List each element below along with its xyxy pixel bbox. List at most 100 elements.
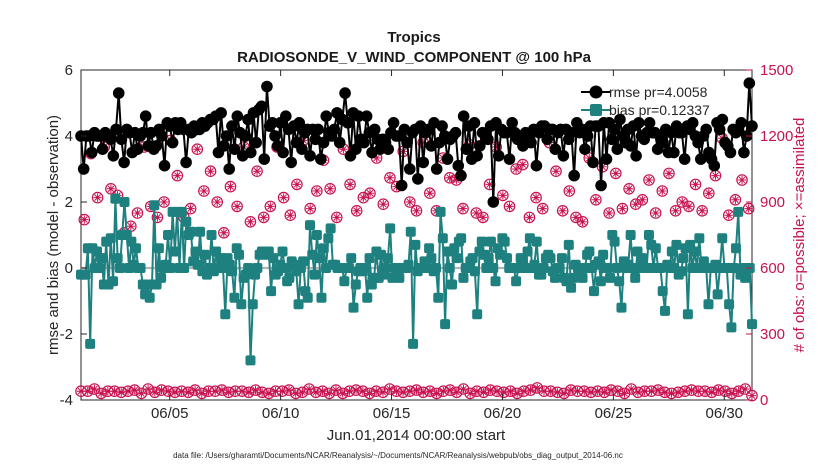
rmse-point xyxy=(587,156,599,169)
rmse-point xyxy=(139,110,152,122)
rmse-point xyxy=(158,159,171,172)
obs-possible-point xyxy=(218,227,230,239)
bias-point xyxy=(451,253,462,264)
obs-possible-marker xyxy=(251,165,263,177)
rmse-point xyxy=(738,146,750,159)
bias-point xyxy=(556,253,567,264)
obs-assimilated-marker xyxy=(264,389,274,398)
rmse-point xyxy=(581,130,594,142)
obs-assimilated-point xyxy=(652,384,664,396)
obs-assimilated-marker xyxy=(217,385,227,395)
bias-point xyxy=(595,276,606,287)
obs-assimilated-marker xyxy=(405,197,415,207)
obs-possible-point xyxy=(311,185,323,197)
obs-possible-point xyxy=(503,200,516,213)
rmse-point xyxy=(280,110,292,122)
obs-assimilated-point xyxy=(625,383,638,395)
obs-assimilated-point xyxy=(739,383,752,395)
rmse-point xyxy=(387,117,400,129)
obs-possible-marker xyxy=(277,191,290,204)
rmse-point xyxy=(606,133,618,146)
obs-assimilated-marker xyxy=(731,195,740,204)
obs-possible-point xyxy=(78,213,91,226)
obs-assimilated-point xyxy=(95,387,107,400)
obs-assimilated-marker xyxy=(658,186,667,196)
bias-point xyxy=(671,239,682,250)
rmse-point xyxy=(700,123,712,136)
obs-assimilated-marker xyxy=(278,387,287,396)
obs-assimilated-marker xyxy=(197,389,206,398)
obs-assimilated-marker xyxy=(106,184,116,193)
obs-possible-marker xyxy=(364,187,376,199)
rmse-point xyxy=(708,159,721,172)
obs-assimilated-marker xyxy=(339,145,348,154)
obs-possible-marker xyxy=(656,185,669,197)
obs-possible-marker xyxy=(531,382,544,394)
obs-possible-marker xyxy=(530,191,542,204)
obs-assimilated-marker xyxy=(425,189,434,198)
obs-assimilated-marker xyxy=(226,182,235,191)
bias-point xyxy=(563,239,574,250)
obs-assimilated-point xyxy=(263,387,275,400)
obs-assimilated-marker xyxy=(298,388,307,397)
obs-assimilated-marker xyxy=(186,204,195,213)
rmse-point xyxy=(226,120,238,132)
obs-assimilated-marker xyxy=(720,387,730,396)
rmse-point xyxy=(565,126,578,139)
obs-assimilated-point xyxy=(195,387,208,400)
obs-assimilated-marker xyxy=(667,389,676,398)
y-left-tick-label: -2 xyxy=(60,326,73,343)
obs-assimilated-marker xyxy=(412,206,421,215)
obs-assimilated-point xyxy=(149,386,161,399)
obs-assimilated-marker xyxy=(211,387,220,396)
obs-assimilated-marker xyxy=(638,195,647,204)
obs-assimilated-marker xyxy=(492,142,501,152)
rmse-point xyxy=(441,153,454,165)
rmse-point xyxy=(352,110,365,122)
obs-possible-marker xyxy=(663,167,675,180)
obs-possible-marker xyxy=(350,205,363,217)
bias-point xyxy=(149,200,160,211)
obs-possible-marker xyxy=(224,180,237,193)
bias-point xyxy=(309,269,320,280)
obs-assimilated-marker xyxy=(76,387,86,396)
bias-point xyxy=(511,276,522,287)
x-tick-label: 06/20 xyxy=(484,405,522,422)
obs-assimilated-marker xyxy=(499,388,508,397)
obs-possible-marker xyxy=(105,183,117,195)
obs-possible-marker xyxy=(746,389,758,402)
obs-possible-point xyxy=(649,207,662,219)
obs-assimilated-marker xyxy=(472,387,482,396)
obs-assimilated-point xyxy=(477,386,490,399)
bias-point xyxy=(311,230,322,240)
obs-assimilated-marker xyxy=(704,189,714,198)
obs-possible-point xyxy=(244,216,257,228)
x-axis-label: Jun.01,2014 00:00:00 start xyxy=(327,427,506,444)
obs-possible-marker xyxy=(151,211,164,224)
rmse-point xyxy=(630,150,642,162)
obs-assimilated-marker xyxy=(671,206,680,215)
obs-assimilated-point xyxy=(242,386,255,399)
obs-assimilated-point xyxy=(746,389,758,402)
obs-assimilated-marker xyxy=(538,204,547,213)
bias-point xyxy=(657,286,668,297)
obs-assimilated-marker xyxy=(694,387,703,396)
bias-point xyxy=(94,263,105,273)
bias-point xyxy=(650,243,661,254)
obs-assimilated-marker xyxy=(345,387,354,396)
obs-assimilated-marker xyxy=(286,211,295,220)
obs-assimilated-marker xyxy=(640,387,649,396)
obs-possible-point xyxy=(603,207,615,219)
obs-assimilated-marker xyxy=(398,388,408,397)
obs-possible-point xyxy=(683,200,695,213)
rmse-point xyxy=(228,143,241,155)
bias-point xyxy=(206,230,217,240)
rmse-point xyxy=(341,117,354,129)
bias-point xyxy=(325,223,336,234)
y-left-tick-label: 2 xyxy=(65,194,73,211)
bias-point xyxy=(169,246,180,257)
bias-point xyxy=(614,276,625,287)
obs-assimilated-marker xyxy=(459,384,468,394)
obs-possible-marker xyxy=(636,194,649,206)
obs-assimilated-marker xyxy=(553,388,562,397)
